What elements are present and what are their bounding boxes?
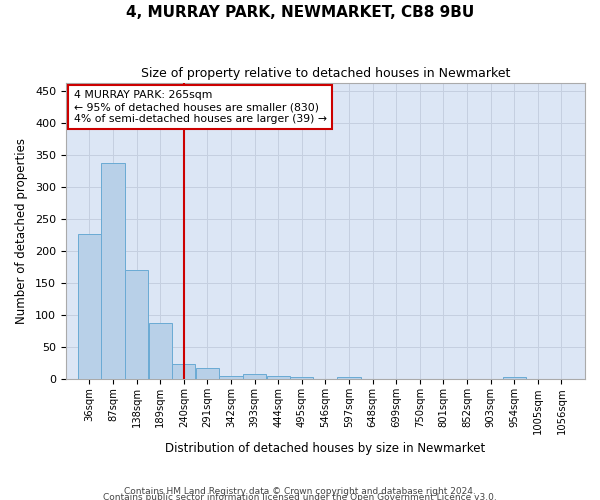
Bar: [196, 368, 219, 380]
Bar: [503, 377, 526, 380]
Y-axis label: Number of detached properties: Number of detached properties: [15, 138, 28, 324]
Bar: [290, 377, 313, 380]
Text: Contains public sector information licensed under the Open Government Licence v3: Contains public sector information licen…: [103, 492, 497, 500]
X-axis label: Distribution of detached houses by size in Newmarket: Distribution of detached houses by size …: [165, 442, 485, 455]
Bar: [220, 376, 242, 380]
Bar: [101, 162, 125, 380]
Bar: [337, 377, 361, 380]
Text: 4 MURRAY PARK: 265sqm
← 95% of detached houses are smaller (830)
4% of semi-deta: 4 MURRAY PARK: 265sqm ← 95% of detached …: [74, 90, 326, 124]
Title: Size of property relative to detached houses in Newmarket: Size of property relative to detached ho…: [141, 68, 510, 80]
Text: Contains HM Land Registry data © Crown copyright and database right 2024.: Contains HM Land Registry data © Crown c…: [124, 486, 476, 496]
Bar: [266, 376, 290, 380]
Bar: [172, 364, 196, 380]
Bar: [149, 323, 172, 380]
Bar: [243, 374, 266, 380]
Bar: [78, 234, 101, 380]
Text: 4, MURRAY PARK, NEWMARKET, CB8 9BU: 4, MURRAY PARK, NEWMARKET, CB8 9BU: [126, 5, 474, 20]
Bar: [125, 270, 148, 380]
